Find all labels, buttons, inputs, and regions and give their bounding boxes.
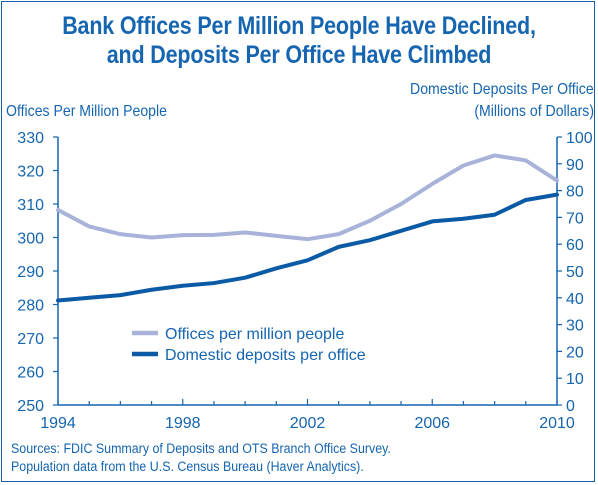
left-tick-label: 310 (17, 197, 44, 214)
right-tick-label: 30 (566, 318, 584, 335)
right-tick-label: 60 (566, 237, 584, 254)
left-tick-label: 260 (17, 365, 44, 382)
left-tick-label: 280 (17, 298, 44, 315)
right-tick-label: 50 (566, 264, 584, 281)
left-tick-label: 320 (17, 164, 44, 181)
sources-line2: Population data from the U.S. Census Bur… (11, 459, 364, 474)
left-tick-label: 270 (17, 331, 44, 348)
legend-label: Domestic deposits per office (165, 347, 366, 364)
right-tick-label: 80 (566, 184, 584, 201)
right-tick-label: 10 (566, 371, 584, 388)
right-tick-label: 20 (566, 344, 584, 361)
right-tick-label: 0 (566, 398, 575, 415)
x-tick-label: 1994 (40, 415, 76, 432)
right-axis-title-line1: Domestic Deposits Per Office (410, 81, 594, 98)
right-tick-label: 70 (566, 210, 584, 227)
chart-title-line1: Bank Offices Per Million People Have Dec… (62, 12, 536, 40)
left-tick-label: 290 (17, 264, 44, 281)
right-tick-label: 100 (566, 130, 593, 147)
x-tick-label: 2006 (414, 415, 450, 432)
chart-title-line2: and Deposits Per Office Have Climbed (106, 41, 492, 69)
right-tick-label: 90 (566, 157, 584, 174)
right-tick-label: 40 (566, 291, 584, 308)
x-tick-label: 2002 (290, 415, 326, 432)
offices-per-million-line (56, 153, 559, 242)
left-tick-label: 300 (17, 231, 44, 248)
x-tick-label: 1998 (165, 415, 201, 432)
left-axis-title: Offices Per Million People (6, 103, 167, 120)
legend-label: Offices per million people (165, 326, 344, 343)
sources-line1: Sources: FDIC Summary of Deposits and OT… (11, 441, 391, 456)
left-tick-label: 330 (17, 130, 44, 147)
sources-note: Sources: FDIC Summary of Deposits and OT… (11, 440, 391, 476)
right-axis-title-line2: (Millions of Dollars) (474, 103, 594, 120)
x-tick-label: 2010 (539, 415, 575, 432)
deposits-per-office-line (56, 192, 559, 303)
left-tick-label: 250 (17, 398, 44, 415)
